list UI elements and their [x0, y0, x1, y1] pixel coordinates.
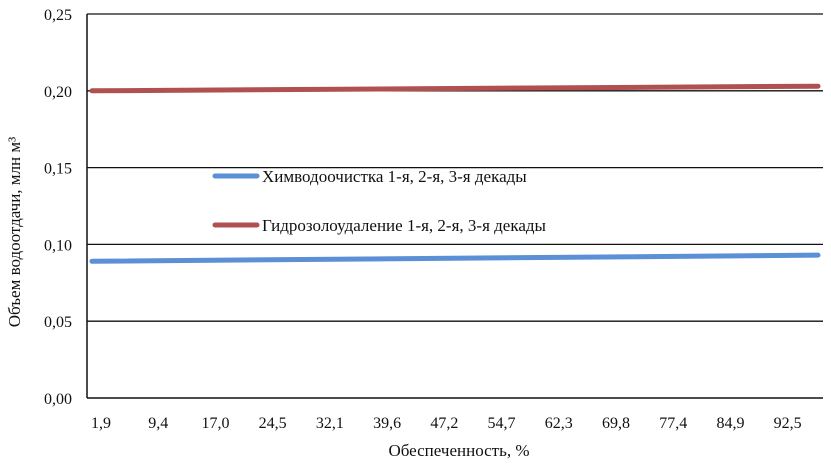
x-axis-title: Обеспеченность, %: [388, 441, 529, 460]
y-tick-label: 0,00: [44, 391, 72, 408]
x-tick-label: 24,5: [259, 415, 287, 432]
legend: Химводоочистка 1-я, 2-я, 3-я декады Гидр…: [212, 167, 547, 235]
x-tick-label: 17,0: [201, 415, 229, 432]
legend-label-gidrozoloudalenie: Гидрозолоудаление 1-я, 2-я, 3-я декады: [262, 216, 547, 235]
x-tick-label: 84,9: [716, 415, 744, 432]
axes: [86, 14, 823, 399]
y-axis-title: Объем водоотдачи, млн м³: [5, 137, 24, 328]
legend-label-himvodoochistka: Химводоочистка 1-я, 2-я, 3-я декады: [262, 167, 527, 186]
x-tick-label: 77,4: [659, 415, 687, 432]
x-tick-label: 92,5: [774, 415, 802, 432]
series-line-0: [89, 252, 821, 264]
x-tick-label: 32,1: [316, 415, 344, 432]
y-tick-label: 0,25: [44, 7, 72, 24]
y-tick-label: 0,20: [44, 84, 72, 101]
series-lines: [89, 83, 821, 264]
x-tick-label: 39,6: [373, 415, 401, 432]
x-tick-label: 1,9: [91, 415, 111, 432]
series-line-1: [89, 83, 821, 94]
x-tick-label: 62,3: [545, 415, 573, 432]
x-tick-label: 9,4: [148, 415, 168, 432]
x-tick-labels: 1,9 9,4 17,0 24,5 32,1 39,6 47,2 54,7 62,3 69,8 77…: [91, 415, 802, 432]
y-tick-label: 0,10: [44, 237, 72, 254]
y-tick-label: 0,15: [44, 161, 72, 178]
y-tick-label: 0,05: [44, 314, 72, 331]
x-tick-label: 47,2: [430, 415, 458, 432]
y-tick-labels: 0,00 0,05 0,10 0,15 0,20 0,25: [44, 7, 72, 408]
x-tick-label: 54,7: [488, 415, 516, 432]
x-tick-label: 69,8: [602, 415, 630, 432]
